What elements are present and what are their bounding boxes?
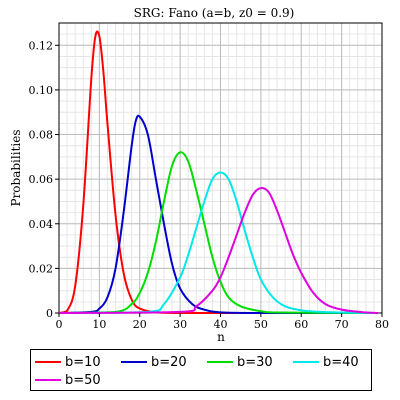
legend-label-b30: b=30 (237, 354, 273, 370)
y-tick-label: 0.06 (29, 173, 54, 186)
legend-item-b50: b=50 (35, 371, 101, 389)
x-tick-label: 40 (214, 318, 228, 331)
legend-label-b10: b=10 (65, 354, 101, 370)
legend: b=10 b=20 b=30 b=40 b=50 (30, 349, 372, 391)
legend-swatch-b20 (121, 361, 147, 363)
ticks: 0 10 20 30 40 50 60 70 80 0 0.02 0.04 0.06 0.08 0.10 0.… (29, 39, 390, 331)
series-line-b30 (58, 151, 378, 314)
y-axis-label: Probabilities (9, 130, 23, 207)
x-axis-label: n (217, 330, 225, 344)
legend-label-b40: b=40 (323, 354, 359, 370)
chart: SRG: Fano (a=b, z0 = 0.9) 0 10 20 30 40 50 60 7… (9, 6, 390, 344)
y-tick-label: 0.10 (29, 84, 54, 97)
y-tick-label: 0.02 (29, 262, 54, 275)
legend-swatch-b30 (207, 361, 233, 363)
legend-label-b20: b=20 (151, 354, 187, 370)
y-tick-label: 0.04 (29, 218, 54, 231)
legend-item-b10: b=10 (35, 353, 101, 371)
y-tick-label: 0.12 (29, 39, 54, 52)
y-tick-label: 0 (46, 307, 53, 320)
series-line-b50 (58, 187, 379, 314)
series-layer (58, 30, 379, 315)
legend-swatch-b50 (35, 379, 61, 381)
x-tick-label: 50 (254, 318, 268, 331)
legend-swatch-b40 (293, 361, 319, 363)
x-tick-label: 0 (56, 318, 63, 331)
x-tick-label: 20 (133, 318, 147, 331)
y-tick-label: 0.08 (29, 129, 54, 142)
legend-item-b40: b=40 (293, 353, 359, 371)
chart-title: SRG: Fano (a=b, z0 = 0.9) (134, 6, 295, 20)
legend-item-b30: b=30 (207, 353, 273, 371)
x-tick-label: 80 (375, 318, 389, 331)
legend-item-b20: b=20 (121, 353, 187, 371)
x-tick-label: 60 (294, 318, 308, 331)
series-line-b10 (58, 30, 378, 315)
legend-swatch-b10 (35, 361, 61, 363)
grid (58, 22, 383, 314)
series-line-b40 (58, 171, 378, 314)
x-tick-label: 10 (92, 318, 106, 331)
x-tick-label: 30 (173, 318, 187, 331)
series-line-b20 (58, 114, 378, 315)
x-tick-label: 70 (335, 318, 349, 331)
legend-label-b50: b=50 (65, 372, 101, 388)
